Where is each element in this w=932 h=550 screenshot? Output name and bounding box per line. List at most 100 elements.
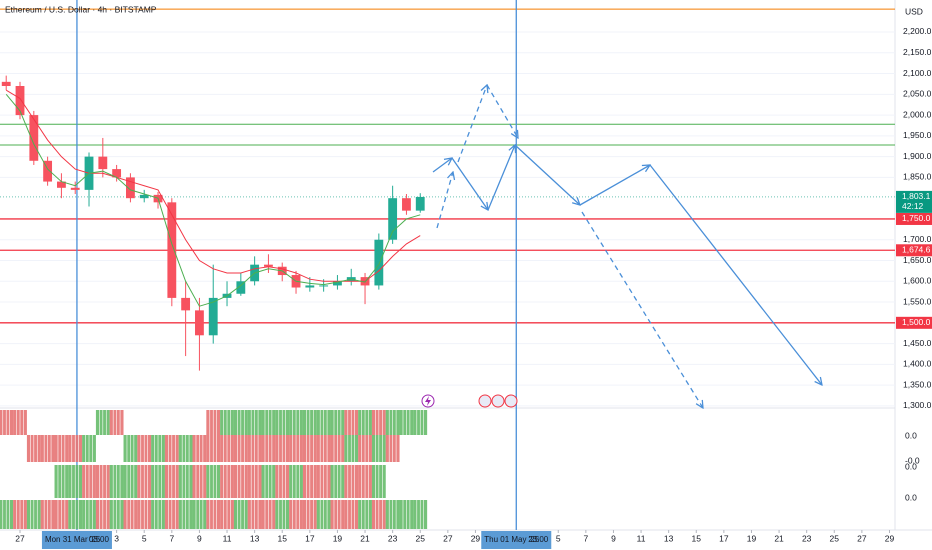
time-marker-box [41, 531, 112, 549]
time-marker-date: Thu 01 May '25 [484, 535, 539, 544]
level-label: 1,674.6 [902, 245, 931, 255]
level-label: 1,750.0 [902, 213, 931, 223]
x-tick-label: 25 [830, 533, 840, 543]
candle-body [388, 198, 398, 240]
y-tick-label: 1,650.0 [903, 255, 932, 265]
time-marker-box [481, 531, 552, 549]
y-tick-label: 2,050.0 [903, 89, 932, 99]
x-tick-label: 21 [360, 533, 370, 543]
x-tick-label: 13 [250, 533, 260, 543]
candle-body [415, 196, 425, 211]
projection-arrow [649, 164, 822, 385]
candle-body [264, 264, 273, 267]
event-icon-glyph [425, 396, 431, 406]
projection-arrow [514, 144, 580, 205]
candle-body [56, 181, 66, 188]
x-tick-label: 3 [114, 533, 119, 543]
candle-body [70, 187, 80, 190]
x-tick-label: 11 [223, 533, 232, 543]
y-tick-label: 1,550.0 [903, 296, 932, 306]
candle-body [319, 285, 329, 287]
candle-body [98, 156, 108, 170]
projection-arrow [451, 157, 488, 210]
y-tick-label: 1,950.0 [903, 130, 932, 140]
x-tick-label: 27 [443, 533, 453, 543]
candle-body [236, 281, 246, 294]
projection-arrow [487, 145, 515, 211]
y-tick-label: 2,000.0 [903, 109, 932, 119]
y-tick-label: 1,350.0 [903, 379, 932, 389]
candle-body [208, 297, 218, 336]
indicator-label: 0.0 [905, 492, 917, 502]
last-price-box [896, 190, 932, 213]
y-tick-label: 2,150.0 [903, 47, 932, 57]
x-tick-label: 15 [692, 533, 702, 543]
level-label-box [896, 212, 932, 225]
time-marker-date: Mon 31 Mar '25 [45, 535, 101, 544]
y-tick-label: 1,600.0 [903, 276, 932, 286]
x-tick-label: 5 [556, 533, 561, 543]
candle-body [333, 281, 342, 286]
event-icon[interactable] [504, 394, 518, 408]
level-label-box [896, 316, 932, 329]
x-tick-label: 27 [857, 533, 867, 543]
x-tick-label: 29 [885, 533, 895, 543]
projection-dashed [436, 172, 453, 229]
event-icon[interactable] [491, 394, 505, 408]
x-tick-label: 21 [774, 533, 784, 543]
candle-body [167, 202, 177, 298]
x-tick-label: 23 [388, 533, 398, 543]
y-tick-label: 2,100.0 [903, 68, 932, 78]
indicator-label: -0.0 [905, 455, 920, 465]
x-tick-label: 5 [142, 533, 147, 543]
y-tick-label: 1,700.0 [903, 234, 932, 244]
projection-drawings [432, 85, 822, 408]
candle-body [305, 285, 315, 288]
y-tick-label: 2,200.0 [903, 26, 932, 36]
indicator-bar [0, 410, 14, 435]
x-tick-label: 19 [747, 533, 757, 543]
time-marker-time: 03:00 [89, 535, 110, 544]
indicator-label: 0.0 [905, 430, 917, 440]
x-tick-label: 9 [197, 533, 202, 543]
candle-body [15, 86, 25, 116]
moving-average [5, 89, 421, 282]
x-tick-label: 25 [416, 533, 426, 543]
candle-body [112, 169, 122, 178]
x-tick-label: 13 [664, 533, 674, 543]
x-tick-label: 27 [15, 533, 25, 543]
x-tick-label: 17 [719, 533, 729, 543]
candle-body [139, 194, 149, 199]
event-icons [421, 394, 518, 408]
x-tick-label: 19 [333, 533, 343, 543]
projection-dashed [457, 85, 487, 163]
y-tick-label: 1,300.0 [903, 400, 932, 410]
candle-body [1, 81, 11, 87]
countdown-label: 42:12 [902, 201, 924, 211]
moving-average [5, 93, 421, 307]
candle-body [195, 310, 204, 336]
candle-body [402, 198, 411, 211]
x-tick-label: 17 [305, 533, 315, 543]
y-tick-label: 1,400.0 [903, 359, 932, 369]
chart-title: Ethereum / U.S. Dollar · 4h · BITSTAMP [5, 4, 157, 14]
x-tick-label: 7 [583, 533, 588, 543]
projection-arrow [432, 158, 452, 173]
y-tick-label: 1,850.0 [903, 172, 932, 182]
currency-label: USD [905, 6, 923, 16]
event-icon[interactable] [478, 394, 492, 408]
projection-arrow [579, 165, 650, 206]
x-tick-label: 23 [802, 533, 812, 543]
y-tick-label: 1,900.0 [903, 151, 932, 161]
y-tick-label: 1,450.0 [903, 338, 932, 348]
time-marker-time: 23:00 [528, 535, 549, 544]
projection-dashed [581, 211, 703, 408]
candle-body [29, 115, 39, 161]
x-tick-label: 29 [471, 533, 481, 543]
candle-body [374, 239, 384, 286]
indicator-label: 0.0 [905, 461, 917, 471]
last-price-label: 1,803.1 [902, 191, 931, 201]
x-tick-label: 9 [611, 533, 616, 543]
x-tick-label: 11 [637, 533, 646, 543]
